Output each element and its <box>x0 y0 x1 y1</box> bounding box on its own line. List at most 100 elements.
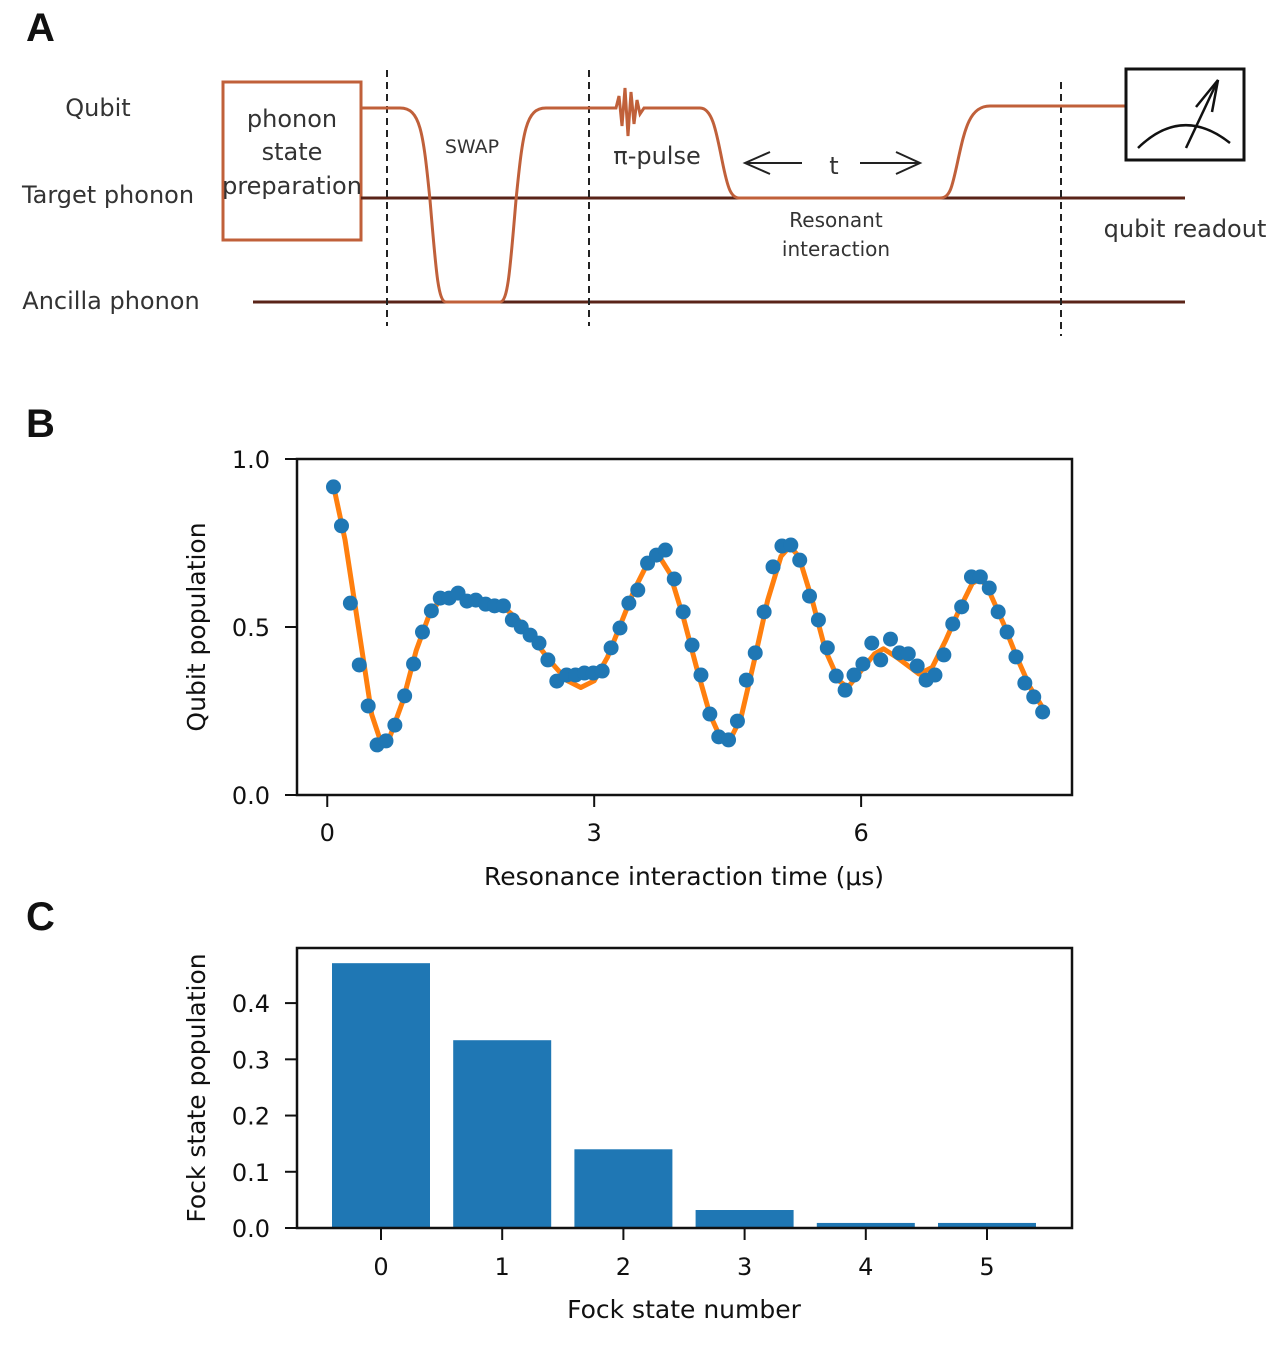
chart-c-x-axis-label: Fock state number <box>567 1295 802 1324</box>
data-point <box>325 479 341 495</box>
data-point <box>675 604 691 620</box>
data-point <box>855 656 871 672</box>
data-point <box>640 555 656 571</box>
data-point <box>594 663 610 679</box>
data-point <box>441 590 457 606</box>
data-point <box>963 569 979 585</box>
data-point <box>513 619 529 635</box>
data-point <box>1017 675 1033 691</box>
data-point <box>846 667 862 683</box>
data-point <box>387 717 403 733</box>
x-tick-label: 4 <box>858 1253 873 1281</box>
data-point <box>693 667 709 683</box>
data-point <box>559 667 575 683</box>
y-tick-label: 1.0 <box>232 446 270 474</box>
data-point <box>423 603 439 619</box>
data-point <box>549 673 565 689</box>
data-point <box>1008 649 1024 665</box>
data-point <box>783 537 799 553</box>
data-point <box>585 665 601 681</box>
data-point <box>568 667 584 683</box>
data-point <box>621 595 637 611</box>
data-point <box>360 698 376 714</box>
data-point <box>864 635 880 651</box>
data-point <box>819 640 835 656</box>
chart-c-frame <box>295 946 1074 1230</box>
chart-b-y-axis-label: Qubit population <box>182 522 211 731</box>
data-point <box>1035 704 1051 720</box>
data-point <box>909 658 925 674</box>
resonant-interaction-line-2: interaction <box>782 237 890 261</box>
y-tick-label: 0.3 <box>232 1046 270 1074</box>
row-label-target-phonon: Target phonon <box>21 181 194 209</box>
data-point <box>828 668 844 684</box>
data-point <box>378 733 394 749</box>
x-tick-label: 3 <box>737 1253 752 1281</box>
y-tick-label: 0.1 <box>232 1159 270 1187</box>
bar <box>938 1222 1036 1228</box>
data-point <box>342 595 358 611</box>
data-point <box>729 713 745 729</box>
data-point <box>630 582 646 598</box>
data-point <box>351 657 367 673</box>
data-point <box>648 547 664 563</box>
data-point <box>666 571 682 587</box>
bar <box>332 963 430 1228</box>
data-point <box>468 592 484 608</box>
x-tick-label: 0 <box>320 819 335 847</box>
data-point <box>333 518 349 534</box>
data-point <box>999 624 1015 640</box>
data-point <box>927 667 943 683</box>
data-point <box>711 729 727 745</box>
prep-box-line-1: phonon <box>247 105 337 133</box>
panel-letter-b: B <box>26 402 55 446</box>
data-point <box>495 598 511 614</box>
phonon-state-preparation-box <box>221 80 363 242</box>
data-point <box>504 612 520 628</box>
data-point <box>792 552 808 568</box>
data-point <box>540 652 556 668</box>
data-point <box>747 645 763 661</box>
x-tick-label: 0 <box>373 1253 388 1281</box>
data-point <box>891 645 907 661</box>
chart-c-y-axis-label: Fock state population <box>182 953 211 1222</box>
swap-label: SWAP <box>445 136 499 158</box>
data-point <box>450 585 466 601</box>
data-point <box>756 604 772 620</box>
data-point <box>918 672 934 688</box>
row-label-ancilla-phonon: Ancilla phonon <box>22 287 199 315</box>
y-tick-label: 0.4 <box>232 990 270 1018</box>
data-point <box>873 652 889 668</box>
data-point <box>487 598 503 614</box>
data-point <box>369 737 385 753</box>
time-t-label: t <box>829 152 838 180</box>
data-point <box>406 656 422 672</box>
y-tick-label: 0.0 <box>232 1215 270 1243</box>
interaction-time-arrow <box>742 151 923 175</box>
bar <box>816 1222 915 1228</box>
bar <box>695 1210 794 1228</box>
pi-pulse-label: π-pulse <box>613 142 701 170</box>
data-point <box>721 732 737 748</box>
y-tick-label: 0.0 <box>232 782 270 810</box>
data-point <box>738 672 754 688</box>
data-point <box>522 627 538 643</box>
bar <box>453 1040 552 1228</box>
data-point <box>810 612 826 628</box>
data-point <box>657 542 673 558</box>
data-point <box>945 616 961 632</box>
data-point <box>531 635 547 651</box>
data-point <box>936 647 952 663</box>
data-point <box>459 593 475 609</box>
data-point <box>576 665 592 681</box>
qubit-trajectory <box>361 87 1125 304</box>
data-point <box>972 569 988 585</box>
row-label-qubit: Qubit <box>65 94 130 122</box>
measurement-meter-icon <box>1124 67 1246 162</box>
data-point <box>1026 689 1042 705</box>
chart-b-frame <box>295 457 1074 797</box>
x-tick-label: 2 <box>616 1253 631 1281</box>
data-point <box>981 580 997 596</box>
data-point <box>702 706 718 722</box>
pulse-sequence-diagram: Qubit Target phonon Ancilla phonon phono… <box>21 67 1266 336</box>
